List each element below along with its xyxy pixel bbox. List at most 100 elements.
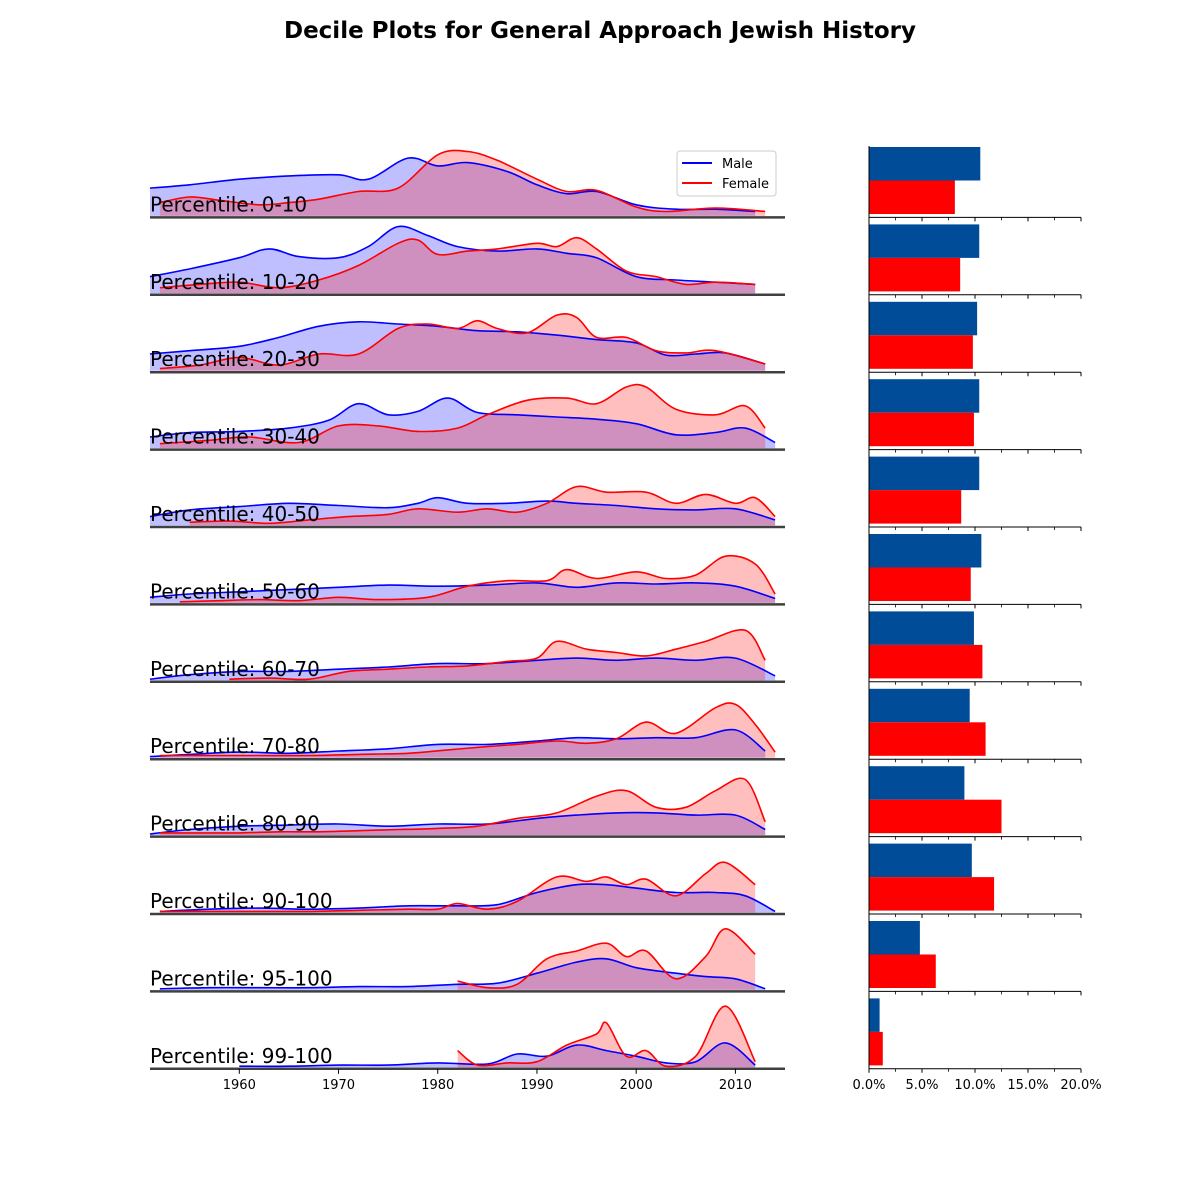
row-label: Percentile: 99-100	[150, 1044, 333, 1068]
male-bar	[869, 766, 965, 800]
row-label: Percentile: 30-40	[150, 425, 320, 449]
male-bar	[869, 611, 974, 645]
female-density-line	[159, 149, 766, 213]
female-density-fill	[159, 384, 766, 449]
male-legend-label: Male	[722, 157, 753, 172]
female-bar	[869, 567, 971, 601]
female-density-fill	[159, 862, 756, 913]
male-density-fill	[159, 958, 766, 990]
bar-row	[868, 301, 1082, 377]
ridge-row: Percentile: 70-80	[149, 702, 785, 761]
ridge-row: Percentile: 80-90	[149, 777, 785, 838]
female-density-line	[457, 927, 756, 989]
ridge-row: Percentile: 20-30	[149, 312, 785, 374]
male-density-line	[149, 581, 776, 600]
bar-axis-tick-label: 5.0%	[905, 1078, 938, 1093]
male-bar	[869, 224, 980, 258]
bar-axis-tick-label: 15.0%	[1007, 1078, 1048, 1093]
ridge-row: Percentile: 99-100	[150, 1005, 785, 1071]
x-axis-tick-label: 2010	[719, 1078, 752, 1093]
female-density-line	[159, 777, 766, 834]
male-density-line	[149, 496, 776, 521]
x-axis-tick-label: 2000	[620, 1078, 653, 1093]
bar-axis-tick-label: 10.0%	[954, 1078, 995, 1093]
male-density-line	[159, 957, 766, 990]
bar-row	[868, 147, 1082, 222]
male-density-fill	[150, 398, 776, 449]
male-bar	[869, 998, 880, 1032]
male-bar	[869, 843, 972, 878]
male-bar	[869, 456, 980, 491]
ridgeline-panel: Percentile: 0-10 Percentile: 10-20 Percent…	[149, 149, 785, 1093]
row-label: Percentile: 20-30	[150, 347, 320, 371]
female-density-line	[189, 485, 776, 525]
female-legend-label: Female	[722, 177, 769, 192]
legend: Male Female	[676, 150, 777, 197]
female-density-fill	[179, 555, 776, 603]
bar-axis-tick-label: 0.0%	[852, 1078, 885, 1093]
x-axis-tick-label: 1980	[421, 1078, 454, 1093]
bar-row	[868, 998, 1082, 1073]
female-density-line	[159, 312, 766, 370]
female-bar	[869, 335, 973, 369]
male-density-line	[149, 225, 756, 286]
male-bar	[869, 147, 981, 181]
male-density-fill	[150, 812, 766, 836]
male-density-fill	[150, 582, 776, 603]
male-bar	[869, 301, 978, 336]
male-density-line	[149, 320, 766, 365]
female-bar	[869, 412, 974, 447]
row-label: Percentile: 80-90	[150, 812, 320, 836]
ridge-row: Percentile: 60-70	[149, 628, 785, 684]
bar-row	[868, 921, 1082, 996]
female-density-line	[159, 236, 756, 289]
male-bar	[869, 379, 980, 413]
male-density-fill	[159, 883, 776, 913]
male-density-line	[159, 883, 776, 913]
bar-row	[868, 766, 1082, 841]
male-density-fill	[150, 657, 776, 681]
x-axis-tick-label: 1990	[520, 1078, 553, 1093]
male-density-fill	[150, 729, 766, 758]
female-density-line	[229, 628, 766, 681]
row-label: Percentile: 50-60	[150, 579, 320, 603]
male-density-fill	[150, 226, 756, 294]
ridge-row: Percentile: 40-50	[149, 485, 785, 529]
ridge-row: Percentile: 0-10	[149, 149, 785, 219]
bar-row	[868, 456, 1082, 531]
male-bar	[869, 921, 920, 955]
male-density-line	[149, 397, 776, 444]
female-density-fill	[159, 150, 766, 216]
row-label: Percentile: 10-20	[150, 270, 320, 294]
bar-row	[868, 688, 1082, 764]
female-density-fill	[159, 702, 776, 758]
row-label: Percentile: 95-100	[150, 966, 333, 990]
ridge-row: Percentile: 90-100	[150, 861, 785, 916]
female-bar	[869, 877, 995, 911]
row-label: Percentile: 90-100	[150, 889, 333, 913]
female-density-fill	[189, 486, 776, 526]
ridge-row: Percentile: 95-100	[150, 927, 785, 993]
bar-row	[868, 534, 1082, 609]
ridge-row: Percentile: 30-40	[149, 383, 785, 451]
row-label: Percentile: 0-10	[150, 192, 307, 216]
male-bar	[869, 688, 970, 723]
female-bar	[869, 722, 986, 756]
female-density-line	[179, 554, 776, 603]
female-bar	[869, 1031, 883, 1066]
female-density-fill	[159, 778, 766, 836]
female-bar	[869, 257, 961, 292]
female-density-line	[457, 1005, 756, 1068]
female-density-fill	[229, 629, 766, 681]
bar-panel: 0.0% 5.0% 10.0% 15.0% 20.0%	[852, 146, 1102, 1093]
bar-row	[868, 224, 1082, 299]
female-bar	[869, 799, 1002, 834]
male-density-fill	[239, 1042, 756, 1068]
male-bar	[869, 534, 982, 568]
female-density-line	[159, 861, 756, 913]
female-density-line	[159, 702, 776, 757]
bar-row	[868, 379, 1082, 454]
ridge-row: Percentile: 10-20	[149, 225, 785, 297]
row-label: Percentile: 60-70	[150, 657, 320, 681]
